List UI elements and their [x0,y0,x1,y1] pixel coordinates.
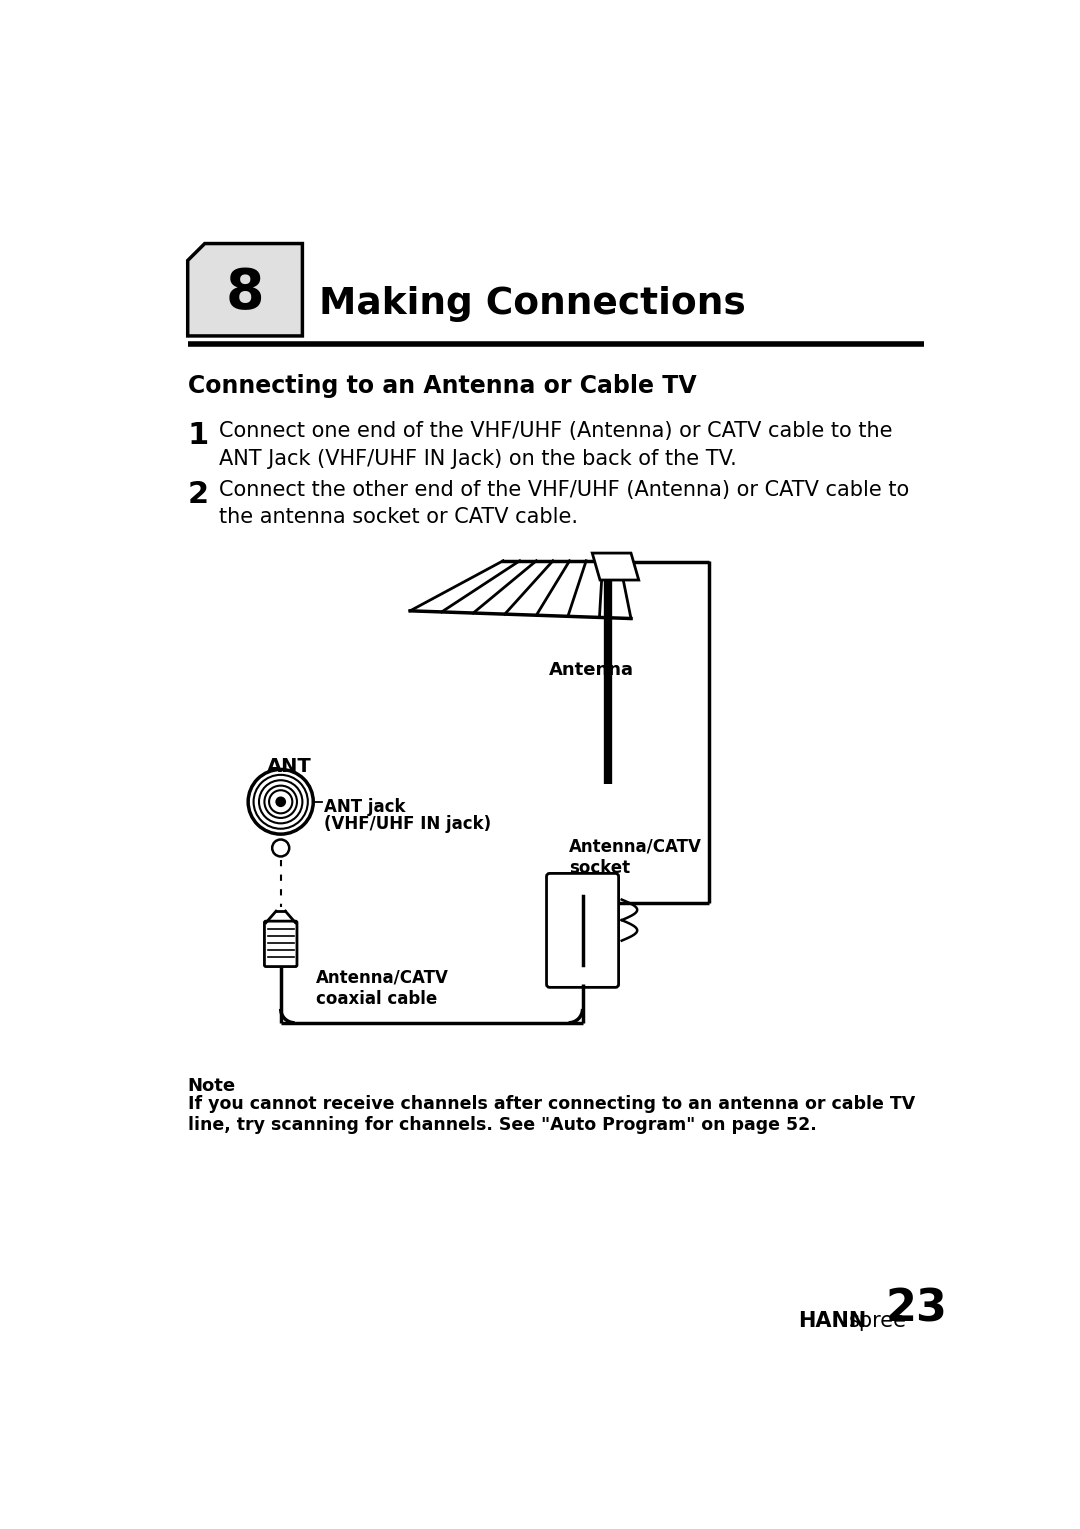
Text: 2: 2 [188,480,208,509]
Text: Antenna/CATV: Antenna/CATV [315,969,448,986]
Text: Antenna/CATV: Antenna/CATV [569,838,702,856]
Text: Antenna: Antenna [549,661,634,679]
Text: 8: 8 [226,266,265,320]
Text: Connecting to an Antenna or Cable TV: Connecting to an Antenna or Cable TV [188,375,697,399]
Text: the antenna socket or CATV cable.: the antenna socket or CATV cable. [218,508,578,528]
Text: If you cannot receive channels after connecting to an antenna or cable TV
line, : If you cannot receive channels after con… [188,1095,915,1135]
Text: coaxial cable: coaxial cable [315,991,436,1009]
Text: ANT: ANT [267,757,311,777]
Text: Connect one end of the VHF/UHF (Antenna) or CATV cable to the: Connect one end of the VHF/UHF (Antenna)… [218,420,892,440]
Polygon shape [188,243,302,336]
Text: ANT Jack (VHF/UHF IN Jack) on the back of the TV.: ANT Jack (VHF/UHF IN Jack) on the back o… [218,450,737,469]
Text: socket: socket [569,859,630,876]
Text: Note: Note [188,1076,235,1095]
FancyBboxPatch shape [546,873,619,988]
Text: ANT jack: ANT jack [324,798,406,816]
Text: Connect the other end of the VHF/UHF (Antenna) or CATV cable to: Connect the other end of the VHF/UHF (An… [218,480,909,500]
Text: Making Connections: Making Connections [320,286,746,323]
FancyBboxPatch shape [265,920,297,966]
Text: HANN: HANN [798,1310,866,1330]
Text: (VHF/UHF IN jack): (VHF/UHF IN jack) [324,815,491,833]
Circle shape [276,797,285,806]
Circle shape [248,769,313,835]
Polygon shape [592,553,638,579]
Text: 23: 23 [886,1287,947,1330]
Text: 1: 1 [188,420,208,450]
Circle shape [272,839,289,856]
Text: spree: spree [849,1310,907,1330]
